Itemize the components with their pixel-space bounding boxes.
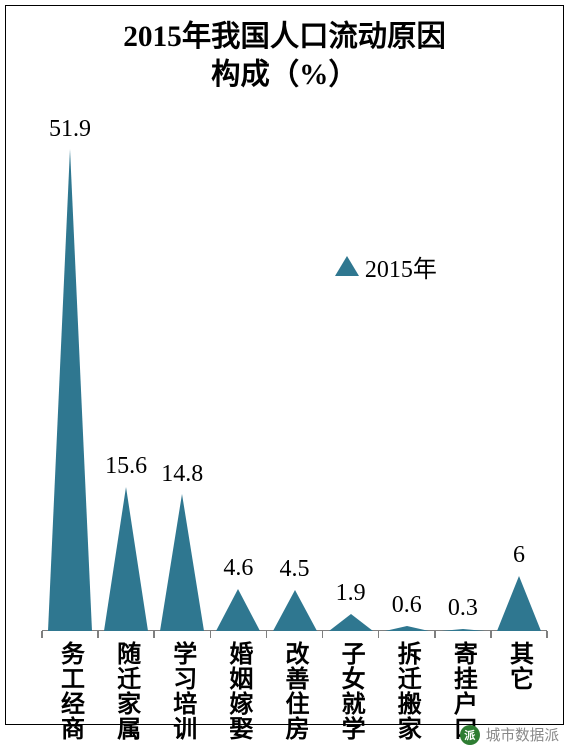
- title-line-1: 2015年我国人口流动原因: [0, 18, 569, 56]
- value-label: 6: [513, 542, 525, 569]
- x-axis-tick: [322, 631, 324, 638]
- value-label: 14.8: [161, 461, 203, 488]
- x-axis-tick: [153, 631, 155, 638]
- data-triangle: [48, 149, 92, 631]
- category-label: 子女就学: [333, 631, 368, 741]
- data-triangle: [273, 590, 317, 631]
- category-label: 拆迁搬家: [389, 631, 424, 741]
- title-line-2: 构成（%）: [0, 56, 569, 94]
- chart-plot: 51.9务工经商15.6随迁家属14.8学习培训4.6婚姻嫁娶4.5改善住房1.…: [42, 120, 547, 631]
- category-label: 改善住房: [277, 631, 312, 741]
- value-label: 1.9: [336, 580, 366, 607]
- legend: 2015年: [335, 249, 437, 284]
- data-triangle: [160, 494, 204, 631]
- category-label: 其它: [501, 631, 536, 691]
- value-label: 51.9: [49, 116, 91, 143]
- x-axis-tick: [97, 631, 99, 638]
- value-label: 15.6: [105, 453, 147, 480]
- x-axis-tick: [41, 631, 43, 638]
- category-label: 随迁家属: [109, 631, 144, 741]
- footer-logo-icon: 派: [460, 725, 480, 745]
- footer: 派 城市数据派: [460, 724, 559, 745]
- value-label: 0.3: [448, 595, 478, 622]
- x-axis-tick: [210, 631, 212, 638]
- category-label: 婚姻嫁娶: [221, 631, 256, 741]
- value-label: 4.5: [280, 556, 310, 583]
- value-label: 4.6: [223, 555, 253, 582]
- data-triangle: [497, 576, 541, 631]
- data-triangle: [329, 614, 373, 631]
- x-axis-tick: [378, 631, 380, 638]
- x-axis-tick: [434, 631, 436, 638]
- category-label: 学习培训: [165, 631, 200, 741]
- chart-area: 51.9务工经商15.6随迁家属14.8学习培训4.6婚姻嫁娶4.5改善住房1.…: [42, 120, 547, 631]
- data-triangle: [216, 589, 260, 631]
- category-label: 务工经商: [53, 631, 88, 741]
- x-axis-tick: [266, 631, 268, 638]
- value-label: 0.6: [392, 592, 422, 619]
- legend-label: 2015年: [365, 249, 437, 284]
- footer-source: 城市数据派: [486, 724, 559, 745]
- legend-marker-icon: [335, 256, 359, 276]
- data-triangle: [104, 487, 148, 631]
- x-axis-tick: [490, 631, 492, 638]
- x-axis-tick: [546, 631, 548, 638]
- chart-title: 2015年我国人口流动原因 构成（%）: [0, 18, 569, 94]
